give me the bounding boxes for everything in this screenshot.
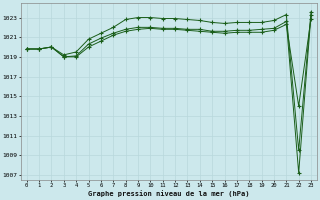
X-axis label: Graphe pression niveau de la mer (hPa): Graphe pression niveau de la mer (hPa) bbox=[88, 190, 250, 197]
